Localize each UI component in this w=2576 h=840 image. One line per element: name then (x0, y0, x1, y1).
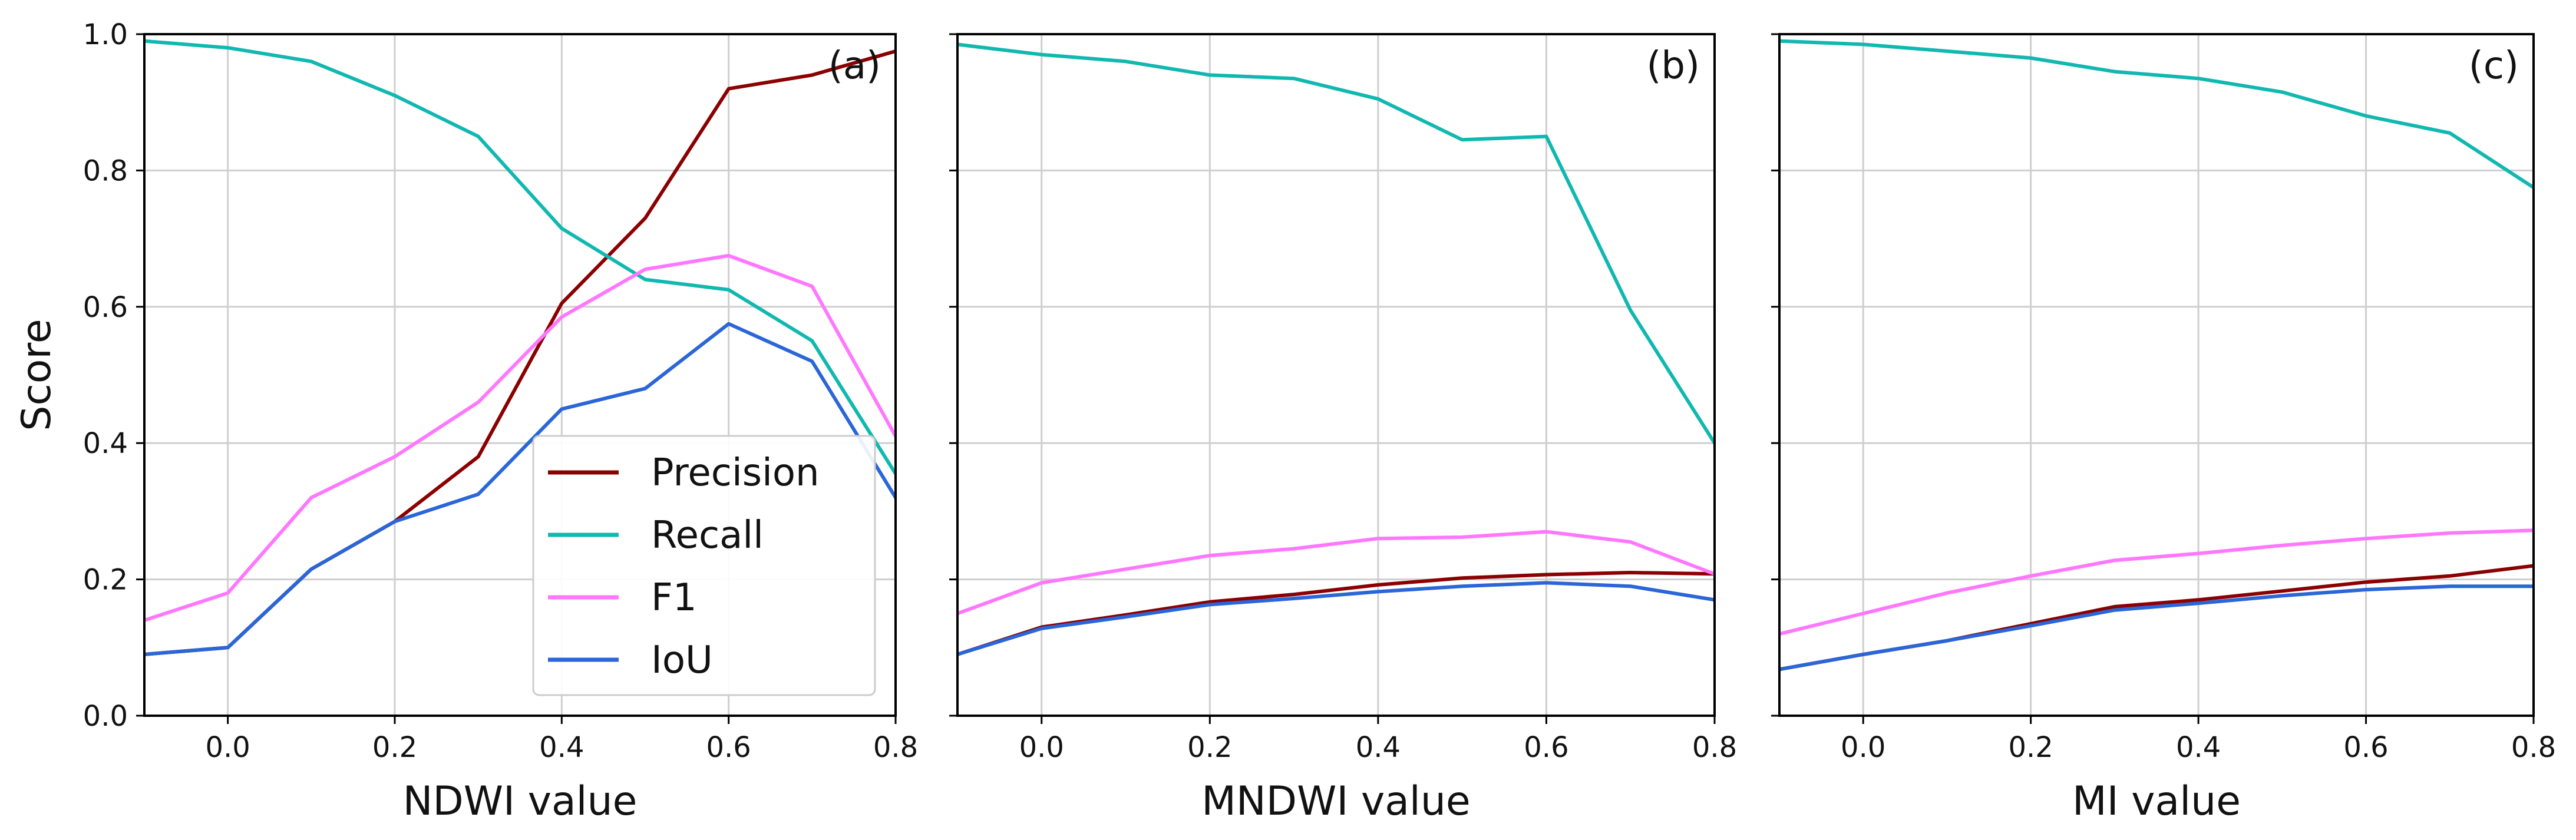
series-line-recall (957, 42, 1715, 445)
x-tick-label: 0.6 (706, 731, 751, 764)
panel-1: 0.0 0.2 0.4 0.6 0.8 0.0 0.2 0.4 0.6 0.8 1.0 NDWI va… (14, 18, 918, 825)
panel-label: (c) (2469, 44, 2519, 88)
series-line-f1 (144, 254, 896, 622)
y-tick-label: 1.0 (83, 18, 128, 51)
x-tick-label: 0.8 (2511, 731, 2556, 764)
plot-frame (1778, 33, 2535, 717)
series-group (1779, 39, 2534, 672)
x-tick-label: 0.0 (1019, 731, 1064, 764)
plot-frame (143, 33, 897, 717)
x-tick-label: 0.0 (205, 731, 250, 764)
series-line-recall (144, 39, 896, 476)
series-line-iou (144, 322, 896, 656)
series-group (957, 42, 1715, 656)
x-tick-label: 0.4 (2176, 731, 2221, 764)
x-tick-label: 0.6 (2343, 731, 2388, 764)
x-tick-label: 0.0 (1841, 731, 1885, 764)
x-tick-label: 0.8 (1692, 731, 1737, 764)
y-tick-label: 0.4 (83, 427, 128, 460)
panel-label: (a) (828, 44, 881, 88)
x-axis-label: MI value (2072, 778, 2241, 825)
x-tick-label: 0.4 (539, 731, 584, 764)
x-axis-label: NDWI value (403, 778, 638, 825)
y-tick-label: 0.2 (83, 564, 128, 597)
series-group (144, 39, 896, 656)
series-line-iou (957, 581, 1715, 656)
x-tick-label: 0.2 (2008, 731, 2053, 764)
legend-box (532, 435, 876, 696)
legend: Precision Recall F1 IoU (532, 435, 876, 696)
y-tick-label: 0.8 (83, 154, 128, 187)
y-tick-label: 0.6 (83, 291, 128, 324)
y-tick-label: 0.0 (83, 700, 128, 733)
y-axis-label: Score (14, 319, 60, 431)
x-tick-label: 0.4 (1356, 731, 1401, 764)
series-line-precision (1779, 564, 2534, 672)
x-tick-label: 0.6 (1524, 731, 1568, 764)
panel-label: (b) (1646, 44, 1700, 88)
x-tick-label: 0.2 (1187, 731, 1232, 764)
plot-frame (956, 33, 1716, 717)
legend-label-precision: Precision (651, 451, 820, 495)
series-line-recall (1779, 39, 2534, 190)
series-line-iou (1779, 584, 2534, 672)
legend-label-recall: Recall (651, 514, 764, 557)
series-line-f1 (957, 530, 1715, 616)
x-tick-label: 0.8 (873, 731, 918, 764)
legend-label-f1: F1 (651, 576, 697, 620)
x-axis-label: MNDWI value (1201, 778, 1471, 825)
panel-3: 0.0 0.2 0.4 0.6 0.8 MI value (c) (1771, 33, 2556, 825)
panel-2: 0.0 0.2 0.4 0.6 0.8 MNDWI value (b) (949, 33, 1737, 825)
series-line-f1 (1779, 528, 2534, 636)
x-tick-label: 0.2 (372, 731, 417, 764)
legend-label-iou: IoU (651, 639, 713, 682)
